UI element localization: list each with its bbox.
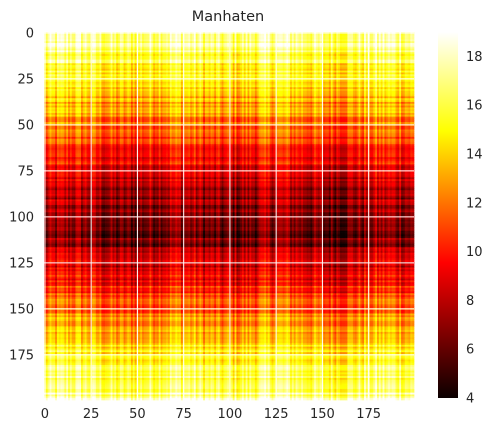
chart-title: Manhaten <box>192 9 264 25</box>
heatmap-cells <box>44 32 414 400</box>
